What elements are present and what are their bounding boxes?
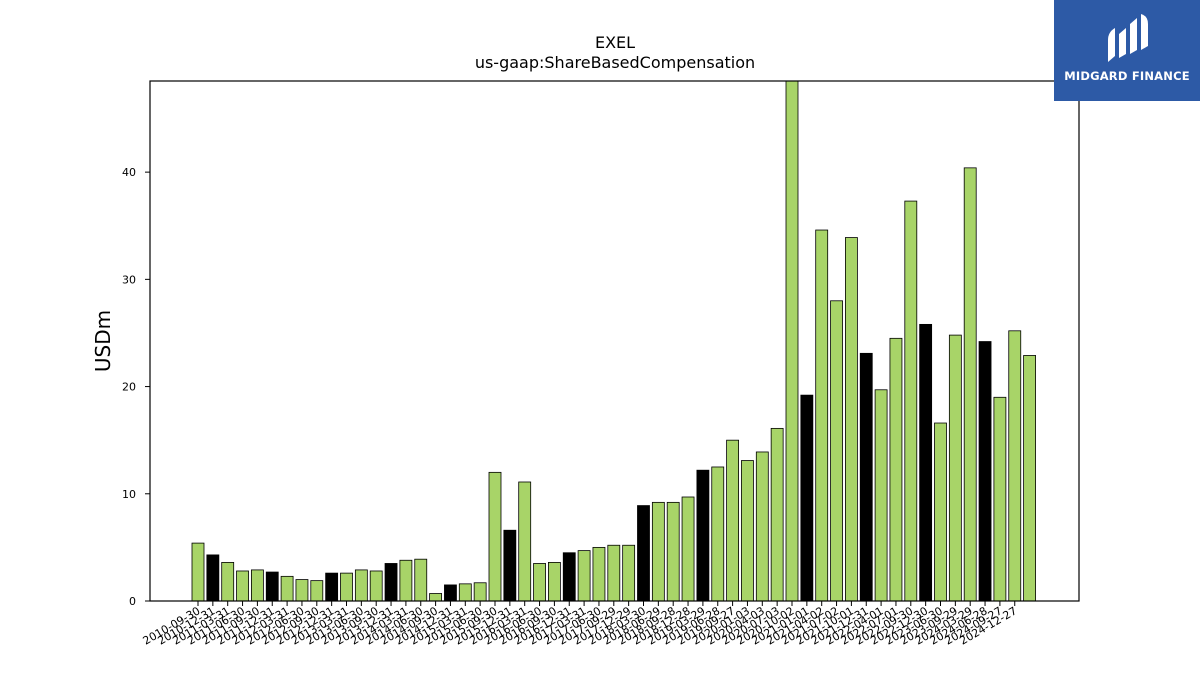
bar [369,570,383,602]
bar [191,542,205,602]
bar [696,469,710,602]
bar [518,481,532,602]
plot-frame [149,80,1080,602]
bar [651,501,665,602]
bar [741,460,754,602]
bar [280,575,294,602]
bar [919,323,933,602]
bar [1008,330,1022,602]
bar [265,571,279,602]
bar [934,422,947,602]
bar [533,563,546,602]
bar [354,569,368,602]
bar [726,439,739,602]
bar [785,80,799,602]
bar [904,200,918,602]
bar [666,501,680,602]
bar [859,352,873,602]
bar [562,552,576,602]
bar [221,562,235,602]
bar [622,544,636,602]
bar [340,572,353,602]
y-axis-label: USDm [91,310,115,372]
y-tick-label: 20 [122,381,136,394]
bar [325,572,339,602]
bar [830,300,843,602]
bar [295,579,309,602]
bar [681,496,695,602]
bar [548,562,561,602]
chart-subtitle: us-gaap:ShareBasedCompensation [475,53,755,72]
bar [206,554,220,602]
bar [815,229,829,602]
bar [889,337,903,602]
bar [414,558,428,602]
bar [429,593,443,602]
midgard-finance-logo: MIDGARD FINANCE [1054,0,1200,101]
bar [399,559,413,602]
bar [948,334,962,602]
bar [993,396,1007,602]
bar [874,389,888,602]
bar [770,427,784,602]
bar [592,546,606,602]
logo-mark-icon [1108,14,1148,62]
y-tick-label: 30 [122,273,136,286]
bar [310,580,324,602]
bar [250,569,264,602]
bar [503,529,517,602]
bar [384,563,398,602]
bar [845,237,858,602]
bars-group [191,80,1036,602]
bar [458,583,472,602]
y-tick-label: 0 [129,595,136,608]
bar [963,167,977,602]
y-axis: 0 10 20 30 40 [122,166,150,608]
bar [755,451,769,602]
bar [473,582,487,602]
y-tick-label: 10 [122,488,136,501]
bar [607,544,621,602]
bar [488,471,502,602]
y-tick-label: 40 [122,166,136,179]
chart-title: EXEL [595,33,635,52]
bar [236,570,249,602]
bar [978,341,992,602]
logo-text: MIDGARD FINANCE [1064,69,1190,83]
bar [444,584,457,602]
bar [637,505,650,602]
bar [1023,355,1036,602]
x-axis: 2010-09-302010-12-312011-03-312011-06-30… [141,601,1019,648]
bar [577,550,591,602]
bar [711,466,725,602]
bar [800,394,814,602]
